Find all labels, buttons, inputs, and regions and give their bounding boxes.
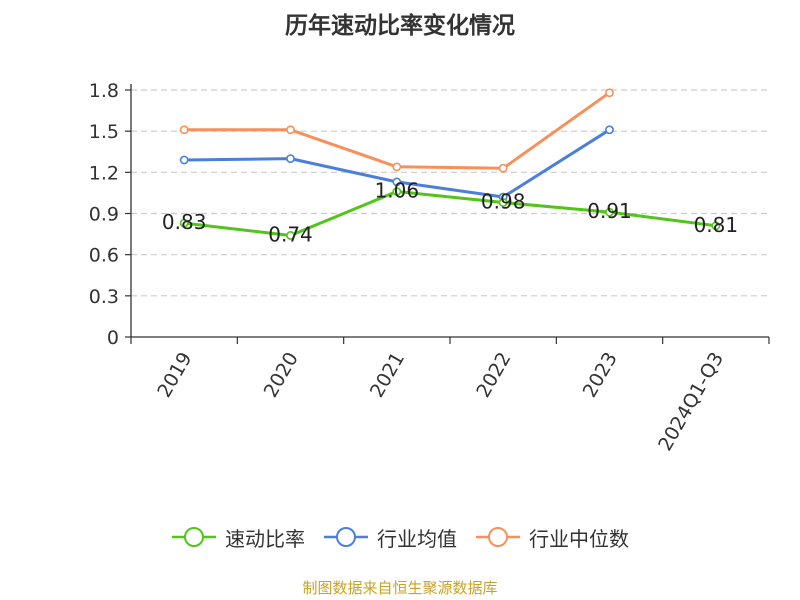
data-point: [605, 207, 614, 217]
data-point: [498, 163, 508, 173]
x-tick-label: 2023: [579, 349, 622, 402]
x-tick-label: 2024Q1-Q3: [654, 349, 728, 455]
data-point: [286, 154, 295, 164]
data-label: 0.74: [268, 222, 313, 246]
y-tick-label: 1.5: [89, 121, 119, 143]
data-label: 0.91: [587, 199, 632, 223]
data-point: [179, 218, 189, 228]
x-tick-label: 2020: [260, 349, 303, 402]
y-tick-label: 0: [107, 327, 119, 349]
legend: 速动比率 行业均值 行业中位数: [0, 519, 800, 555]
y-tick-label: 1.8: [89, 80, 119, 102]
x-tick-label: 2022: [472, 348, 515, 401]
y-tick-label: 1.2: [89, 162, 119, 184]
data-point: [392, 162, 402, 172]
data-point: [179, 155, 189, 165]
data-labels: 0.83 0.74 1.06 0.98 0.91 0.81: [162, 179, 738, 247]
source-note: 制图数据来自恒生聚源数据库: [302, 579, 498, 597]
legend-item[interactable]: 行业均值: [323, 523, 457, 552]
legend-swatch: [476, 527, 520, 547]
y-tick-label: 0.3: [89, 286, 119, 308]
axes: 0 0.3 0.6 0.9 1.2 1.5 1.8 2019 2020 2021 2022 2023 2…: [89, 80, 770, 455]
x-tick-label: 2019: [153, 349, 196, 402]
data-point: [392, 177, 402, 187]
legend-swatch: [324, 527, 368, 547]
data-point: [605, 88, 614, 98]
data-label: 0.83: [162, 210, 207, 234]
legend-item[interactable]: 速动比率: [171, 523, 305, 552]
legend-item[interactable]: 行业中位数: [475, 523, 629, 552]
series-line: [182, 190, 718, 237]
legend-swatch: [172, 527, 216, 547]
data-point: [392, 187, 402, 196]
series-line: [182, 91, 611, 170]
chart-title: 历年速动比率变化情况: [285, 13, 515, 39]
data-point: [498, 198, 508, 207]
legend-label: 行业均值: [377, 526, 457, 551]
data-label: 1.06: [375, 179, 420, 203]
data-label: 0.98: [481, 190, 526, 214]
x-tick-label: 2021: [366, 349, 409, 402]
data-label: 0.81: [694, 213, 739, 237]
y-tick-label: 0.6: [89, 245, 119, 267]
legend-label: 行业中位数: [529, 526, 629, 551]
data-point: [286, 231, 295, 240]
y-tick-label: 0.9: [89, 204, 119, 226]
grid-lines: [131, 89, 769, 297]
data-point: [711, 221, 721, 231]
legend-label: 速动比率: [225, 526, 305, 551]
series-lines: [179, 88, 721, 240]
data-point: [179, 125, 189, 135]
data-point: [605, 125, 614, 135]
data-point: [286, 125, 295, 135]
